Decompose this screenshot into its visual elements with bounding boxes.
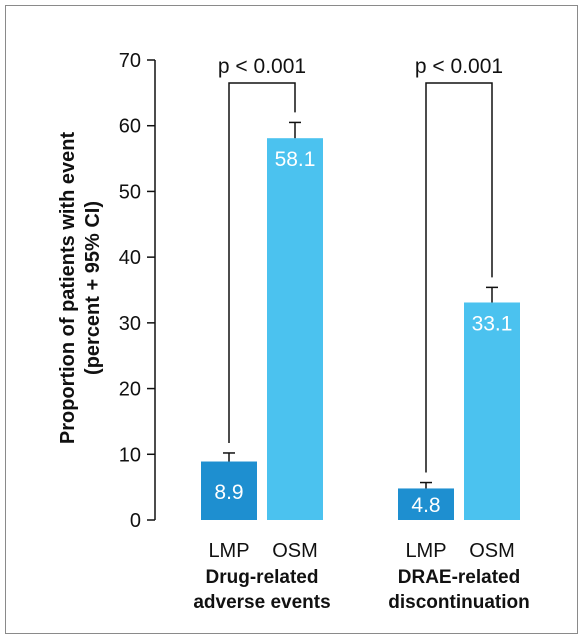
p-value-label: p < 0.001 — [415, 55, 503, 78]
y-tick-label: 60 — [119, 116, 141, 138]
y-axis-label-2: (percent + 95% CI) — [82, 201, 104, 375]
category-label: OSM — [272, 540, 318, 562]
bars: 8.9 58.1 4.8 33.1 — [201, 121, 520, 520]
y-tick-label: 20 — [119, 379, 141, 401]
bar-value-label: 58.1 — [275, 148, 316, 171]
bar-lmp — [201, 461, 257, 520]
significance-bracket — [228, 82, 296, 443]
category-label: LMP — [405, 540, 446, 562]
group-label-line1: Drug-related — [206, 567, 319, 588]
bar-value-label: 33.1 — [472, 312, 513, 335]
y-tick-label: 30 — [119, 313, 141, 335]
bar-lmp — [398, 488, 454, 520]
y-tick-label: 40 — [119, 247, 141, 269]
group-label-line2: adverse events — [193, 592, 330, 613]
category-labels: LMP OSM Drug-related adverse events LMP OSM DR… — [193, 540, 529, 613]
group-label-line1: DRAE-related — [398, 567, 520, 588]
y-tick-label: 0 — [130, 510, 141, 532]
group-label-line2: discontinuation — [388, 592, 529, 613]
p-value-label: p < 0.001 — [218, 55, 306, 78]
y-tick-label: 70 — [119, 50, 141, 72]
y-axis-label: Proportion of patients with event — [57, 132, 79, 445]
bar-osm — [267, 138, 323, 520]
bar-value-label: 4.8 — [411, 494, 440, 517]
y-axis: 0 10 20 30 40 50 60 70 — [119, 50, 156, 532]
category-label: LMP — [208, 540, 249, 562]
bar-osm — [464, 302, 520, 520]
category-label: OSM — [469, 540, 515, 562]
significance-bracket — [425, 82, 493, 473]
significance-brackets: p < 0.001 p < 0.001 — [218, 55, 503, 473]
y-axis-label-line1: Proportion of patients with event — [57, 132, 79, 445]
y-tick-label: 50 — [119, 181, 141, 203]
y-tick-label: 10 — [119, 444, 141, 466]
bar-value-label: 8.9 — [214, 481, 243, 504]
y-axis-label-line2: (percent + 95% CI) — [82, 201, 104, 375]
